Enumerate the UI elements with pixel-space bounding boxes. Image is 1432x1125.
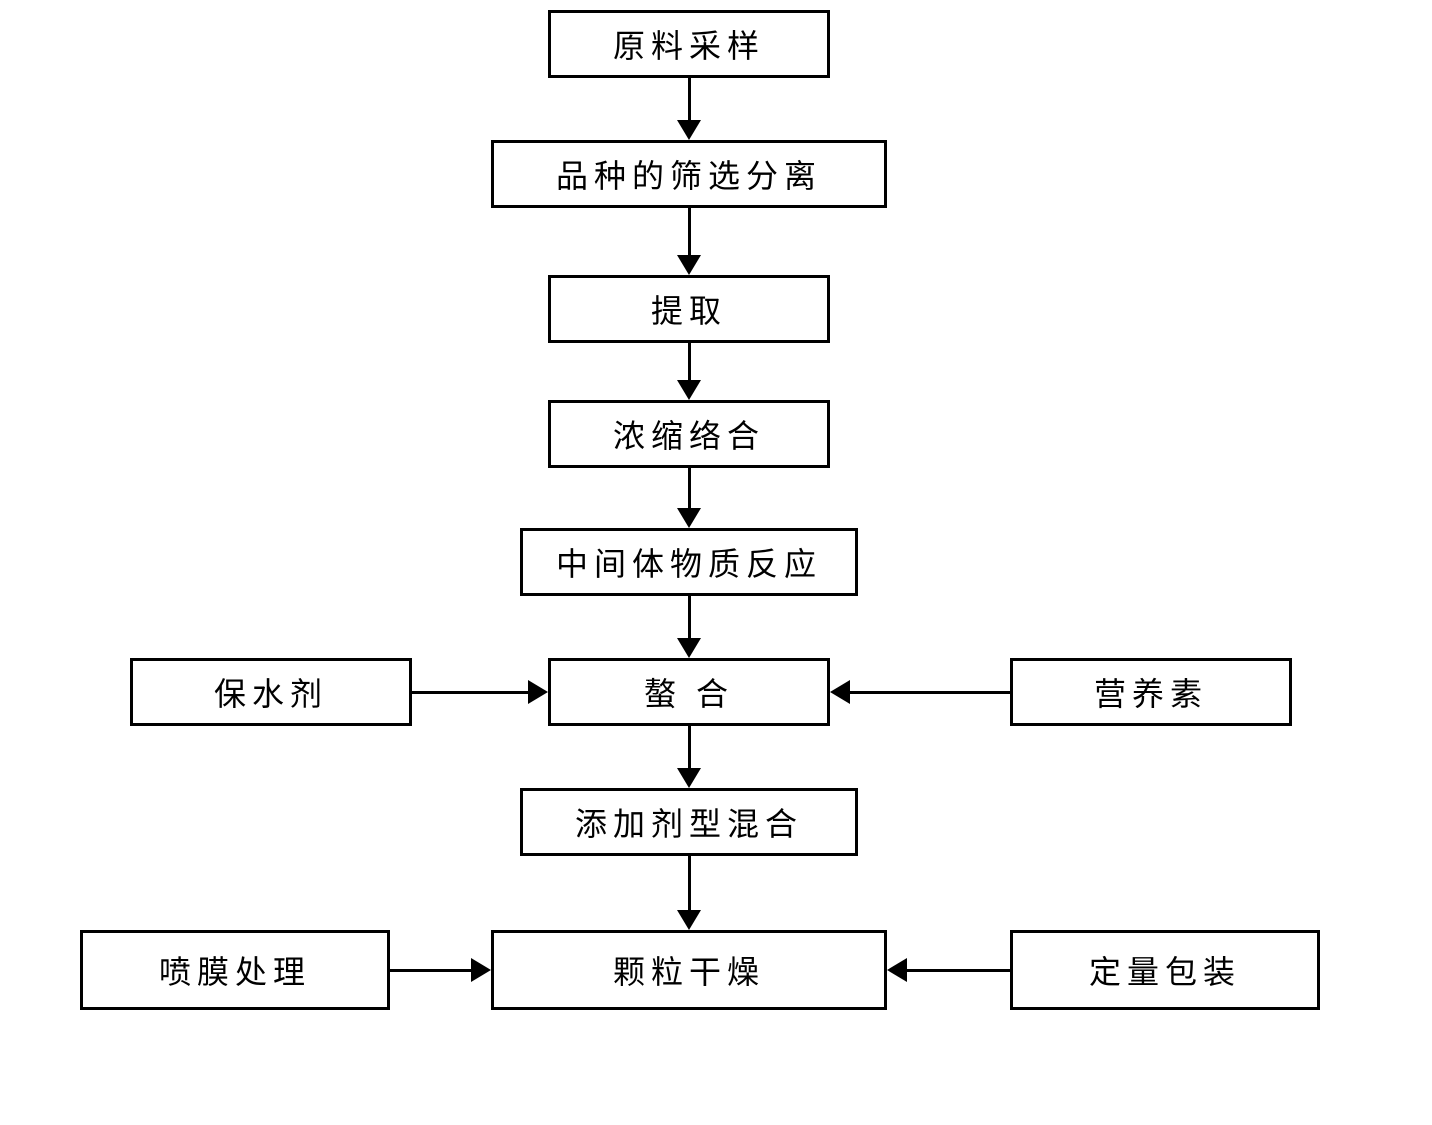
arrow-line	[390, 969, 471, 972]
node-label: 颗粒干燥	[613, 947, 765, 993]
arrow-line	[907, 969, 1010, 972]
node-screening: 品种的筛选分离	[491, 140, 887, 208]
arrow-line	[688, 726, 691, 768]
node-packaging: 定量包装	[1010, 930, 1320, 1010]
arrow-head-icon	[471, 958, 491, 982]
arrow-line	[688, 468, 691, 508]
node-spray-film: 喷膜处理	[80, 930, 390, 1010]
node-label: 中间体物质反应	[556, 539, 822, 585]
arrow-line	[688, 856, 691, 910]
node-label: 定量包装	[1089, 947, 1241, 993]
arrow-line	[688, 596, 691, 638]
node-water-retention: 保水剂	[130, 658, 412, 726]
arrow-line	[412, 691, 528, 694]
node-additive-mixing: 添加剂型混合	[520, 788, 858, 856]
node-label: 添加剂型混合	[575, 799, 803, 845]
arrow-head-icon	[677, 638, 701, 658]
node-intermediate: 中间体物质反应	[520, 528, 858, 596]
arrow-head-icon	[887, 958, 907, 982]
node-granule-drying: 颗粒干燥	[491, 930, 887, 1010]
node-nutrients: 营养素	[1010, 658, 1292, 726]
arrow-head-icon	[677, 120, 701, 140]
node-label: 喷膜处理	[159, 947, 311, 993]
node-label: 营养素	[1094, 669, 1208, 715]
node-raw-material: 原料采样	[548, 10, 830, 78]
arrow-line	[850, 691, 1010, 694]
arrow-line	[688, 343, 691, 380]
arrow-head-icon	[677, 910, 701, 930]
node-label: 提取	[651, 286, 727, 332]
arrow-head-icon	[677, 380, 701, 400]
node-label: 保水剂	[214, 669, 328, 715]
arrow-head-icon	[677, 255, 701, 275]
node-label: 浓缩络合	[613, 411, 765, 457]
arrow-line	[688, 208, 691, 255]
arrow-head-icon	[677, 768, 701, 788]
node-chelation: 螯 合	[548, 658, 830, 726]
node-extraction: 提取	[548, 275, 830, 343]
arrow-head-icon	[830, 680, 850, 704]
node-concentration: 浓缩络合	[548, 400, 830, 468]
node-label: 螯 合	[644, 669, 734, 715]
arrow-head-icon	[677, 508, 701, 528]
node-label: 品种的筛选分离	[556, 151, 822, 197]
arrow-line	[688, 78, 691, 120]
node-label: 原料采样	[613, 21, 765, 67]
arrow-head-icon	[528, 680, 548, 704]
